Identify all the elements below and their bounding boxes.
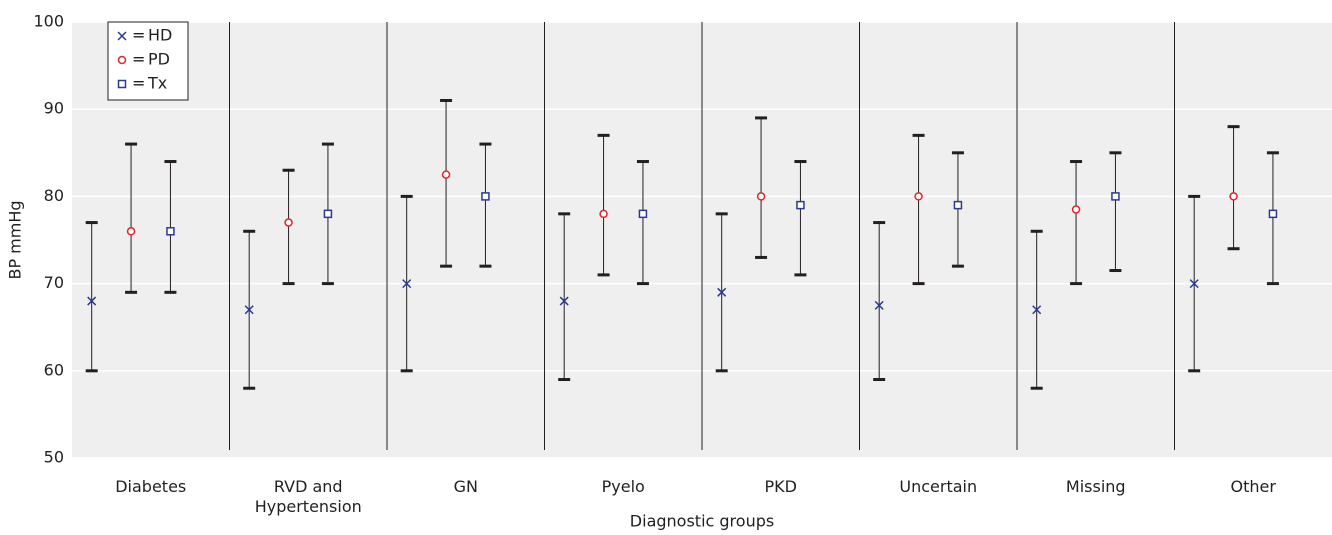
marker: [599, 209, 608, 219]
marker: [1071, 205, 1081, 214]
x-tick-label: Missing: [1065, 477, 1126, 496]
marker: [284, 218, 293, 227]
marker: [1189, 279, 1199, 289]
marker: [717, 287, 727, 297]
x-tick-label: PKD: [764, 477, 797, 496]
legend-separator: =: [132, 26, 145, 45]
marker: [481, 192, 490, 201]
y-tick-label: 80: [44, 186, 64, 205]
y-axis-title: BP mmHg: [6, 200, 25, 279]
x-axis-title: Diagnostic groups: [630, 512, 774, 531]
marker: [323, 209, 333, 219]
x-tick-label: Diabetes: [115, 477, 187, 496]
y-tick-label: 90: [44, 99, 64, 118]
marker: [166, 227, 175, 236]
x-tick-label: Other: [1230, 477, 1276, 496]
x-tick-label: Uncertain: [899, 477, 978, 496]
y-tick-label: 100: [33, 12, 64, 31]
marker: [1229, 192, 1238, 201]
marker: [87, 296, 97, 306]
marker: [559, 296, 569, 306]
marker: [914, 192, 923, 201]
legend-label: HD: [148, 26, 172, 45]
marker: [441, 170, 451, 179]
marker: [126, 227, 136, 236]
legend-separator: =: [132, 74, 145, 93]
y-tick-label: 70: [44, 273, 64, 292]
marker: [402, 279, 412, 289]
y-tick-label: 60: [44, 360, 64, 379]
marker: [1111, 192, 1120, 201]
legend-label: Tx: [147, 74, 167, 93]
marker: [756, 192, 766, 201]
legend-marker: [117, 55, 127, 65]
marker: [1032, 305, 1042, 315]
x-tick-label: RVD and Hypertension: [254, 477, 362, 516]
marker: [1268, 209, 1278, 219]
marker: [874, 300, 884, 310]
marker: [244, 305, 254, 315]
legend-label: PD: [148, 50, 170, 69]
legend-marker: [117, 79, 127, 89]
marker: [953, 200, 963, 210]
legend-separator: =: [132, 50, 145, 69]
y-tick-label: 50: [44, 448, 64, 467]
x-tick-label: Pyelo: [601, 477, 645, 496]
legend-marker: [117, 31, 127, 41]
marker: [638, 209, 648, 219]
x-tick-label: GN: [453, 477, 478, 496]
marker: [796, 200, 805, 210]
